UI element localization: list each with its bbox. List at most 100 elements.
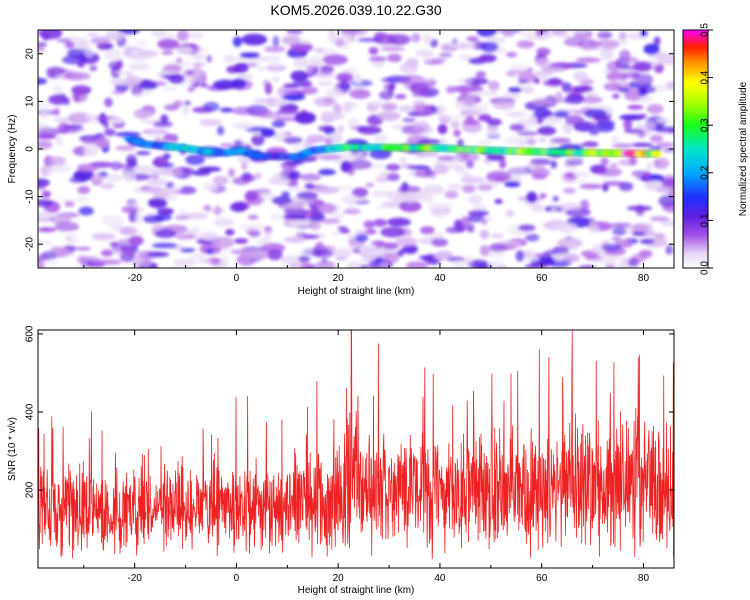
noise-blob (166, 167, 183, 177)
noise-blob (422, 184, 445, 195)
noise-blob (387, 53, 402, 63)
noise-blob (292, 57, 309, 68)
noise-blob (379, 90, 394, 100)
noise-blob (330, 230, 342, 237)
noise-blob (502, 32, 515, 37)
noise-blob (402, 117, 416, 123)
noise-blob (368, 47, 379, 55)
noise-blob (414, 169, 437, 178)
noise-blob (493, 100, 516, 110)
noise-blob (271, 196, 292, 205)
noise-blob (639, 239, 655, 244)
noise-blob (605, 263, 616, 268)
noise-blob (545, 115, 563, 124)
noise-blob (199, 231, 219, 241)
noise-blob (635, 204, 645, 216)
noise-blob (403, 191, 418, 204)
noise-blob (46, 66, 66, 76)
noise-blob (354, 73, 362, 84)
noise-blob (188, 253, 207, 260)
noise-blob (225, 228, 235, 236)
noise-blob (646, 161, 653, 171)
noise-blob (89, 65, 98, 72)
noise-blob (115, 145, 135, 152)
noise-blob (128, 235, 144, 246)
noise-blob (436, 155, 455, 162)
noise-blob (233, 139, 243, 150)
noise-blob (263, 225, 273, 234)
noise-blob (606, 71, 628, 82)
noise-blob (304, 183, 315, 189)
y-tick-label: 20 (25, 48, 36, 60)
noise-blob (618, 181, 634, 192)
noise-blob (104, 97, 113, 108)
noise-blob (191, 52, 206, 61)
snr-x-ticks: -20 0 20 40 60 80 (83, 330, 649, 584)
noise-blob (283, 83, 300, 89)
noise-blob (547, 142, 557, 148)
noise-blob (627, 104, 644, 110)
x-tick-label: 20 (333, 273, 345, 284)
noise-blob (152, 121, 173, 128)
noise-blob (446, 85, 456, 94)
noise-blob (628, 258, 639, 268)
noise-blob (447, 183, 464, 190)
noise-blob (631, 231, 646, 236)
noise-blob (467, 210, 490, 217)
y-tick-label: 10 (25, 95, 36, 107)
noise-blob (230, 249, 254, 255)
noise-blob (135, 212, 143, 225)
noise-blob (460, 91, 468, 96)
noise-blob (521, 87, 535, 94)
noise-blob (398, 105, 416, 112)
noise-blob (78, 206, 94, 216)
noise-blob (539, 193, 547, 199)
noise-blob (479, 245, 490, 257)
noise-blob (612, 226, 627, 236)
noise-blob (455, 78, 474, 84)
noise-blob (290, 177, 299, 185)
noise-blob (244, 190, 259, 202)
noise-blob (405, 261, 429, 268)
noise-blob (104, 173, 123, 183)
noise-blob (182, 104, 190, 116)
noise-blob (612, 143, 634, 149)
noise-blob (241, 33, 268, 46)
noise-blob (638, 249, 653, 258)
noise-blob (148, 197, 168, 209)
noise-blob (530, 167, 551, 179)
x-tick-label: -20 (127, 573, 142, 584)
y-tick-label: 200 (25, 481, 36, 498)
noise-blob (411, 93, 436, 98)
colorbar-tick-label: 0.0 (700, 261, 711, 275)
noise-blob (374, 249, 400, 255)
noise-blob (346, 261, 361, 268)
noise-blob (351, 187, 369, 198)
noise-blob (411, 32, 421, 43)
noise-blob (100, 214, 126, 227)
noise-blob (656, 118, 673, 124)
x-tick-label: 40 (434, 273, 446, 284)
noise-blob (268, 62, 283, 68)
noise-blob (343, 208, 362, 215)
noise-blob (375, 176, 390, 183)
noise-blob (646, 104, 664, 114)
noise-blob (381, 103, 398, 111)
noise-blob (178, 186, 197, 195)
noise-blob (380, 46, 406, 52)
noise-blob (134, 93, 145, 98)
noise-blob (517, 131, 539, 136)
noise-blob (174, 215, 189, 221)
noise-blob (539, 71, 550, 81)
noise-blob (624, 90, 642, 102)
noise-blob (612, 93, 620, 99)
noise-blob (68, 112, 92, 124)
noise-blob (376, 205, 385, 210)
noise-blob (481, 218, 488, 225)
noise-blob (38, 30, 63, 40)
noise-blob (373, 218, 388, 227)
noise-blob (184, 212, 209, 220)
noise-blob (609, 162, 619, 168)
noise-blob (318, 125, 335, 132)
noise-blob (340, 151, 364, 158)
